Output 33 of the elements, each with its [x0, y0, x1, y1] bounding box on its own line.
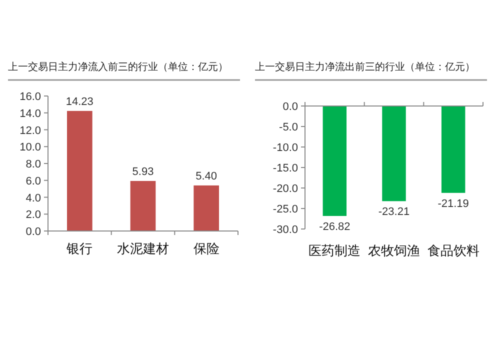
y-tick-label: -25.0	[272, 204, 298, 216]
x-tick-label: 保险	[193, 241, 220, 256]
x-tick-label: 银行	[66, 241, 93, 256]
x-tick-label: 食品饮料	[427, 243, 480, 258]
y-tick-label: 6.0	[26, 175, 41, 188]
x-tick-label: 农牧饲渔	[368, 243, 420, 258]
y-tick-label: 0.0	[282, 101, 298, 113]
chart-title: 上一交易日主力净流入前三的行业（单位：亿元）	[8, 61, 228, 73]
data-label: -26.82	[319, 220, 350, 233]
y-tick-label: -30.0	[272, 224, 298, 236]
bar	[130, 180, 156, 231]
data-label: 14.23	[66, 96, 94, 108]
y-tick-label: 8.0	[26, 158, 41, 170]
data-label: 5.93	[132, 166, 154, 178]
y-tick-label: 16.0	[20, 91, 41, 103]
chart-title: 上一交易日主力净流出前三的行业（单位：亿元）	[255, 61, 475, 73]
y-tick-label: 12.0	[20, 124, 41, 137]
y-tick-label: 10.0	[20, 142, 41, 154]
data-label: -23.21	[378, 206, 410, 218]
y-tick-label: 4.0	[26, 192, 41, 204]
data-label: 5.40	[196, 170, 218, 182]
y-tick-label: 2.0	[26, 209, 41, 222]
y-tick-label: -15.0	[272, 162, 298, 174]
data-label: -21.19	[438, 198, 469, 210]
x-tick-label: 水泥建材	[117, 241, 169, 256]
y-tick-label: -5.0	[279, 122, 298, 134]
bar	[67, 110, 92, 231]
y-tick-label: 14.0	[20, 108, 41, 120]
y-tick-label: -10.0	[272, 142, 298, 154]
x-tick-label: 医药制造	[308, 243, 361, 258]
bar	[194, 185, 219, 231]
y-tick-label: -20.0	[272, 183, 298, 195]
y-tick-label: 0.0	[26, 226, 41, 238]
